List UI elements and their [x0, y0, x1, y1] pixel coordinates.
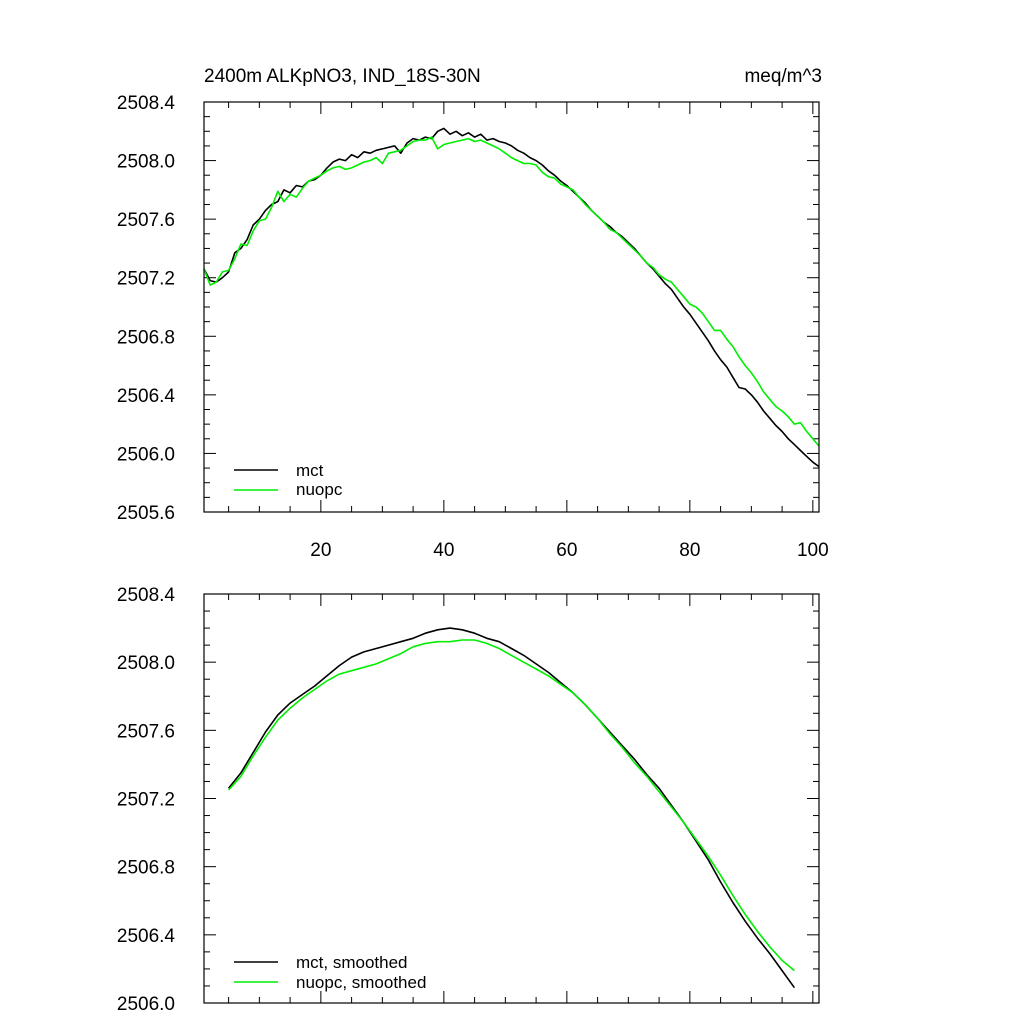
x-tick-label: 20: [310, 540, 331, 561]
top-panel-ticks: 2508.4 2508.0 2507.6 2507.2 2506.8 2506.4 2506…: [117, 93, 829, 561]
y-tick-label: 2505.6: [117, 503, 175, 524]
series-line-mct: [203, 127, 820, 468]
top-panel-legend: mct nuopc: [234, 461, 343, 499]
y-tick-label: 2507.2: [117, 269, 175, 290]
x-tick-label: 40: [433, 540, 454, 561]
y-tick-label: 2506.4: [117, 926, 176, 947]
y-tick-label: 2506.8: [117, 327, 175, 348]
y-tick-label: 2508.4: [117, 93, 176, 114]
bottom-panel: 2508.4 2508.0 2507.6 2507.2 2506.8 2506.4 2506…: [117, 585, 820, 1015]
y-tick-label: 2506.8: [117, 858, 175, 879]
x-tick-label: 60: [556, 540, 577, 561]
y-tick-label: 2506.0: [117, 444, 175, 465]
units-label: meq/m^3: [744, 66, 822, 87]
top-panel-frame: [203, 101, 820, 513]
bottom-panel-ticks: 2508.4 2508.0 2507.6 2507.2 2506.8 2506.4 2506…: [117, 585, 819, 1015]
bottom-panel-frame: [203, 593, 820, 1004]
y-tick-label: 2506.0: [117, 994, 175, 1015]
y-tick-label: 2507.2: [117, 790, 175, 811]
series-line-nuopc: [203, 136, 820, 447]
y-tick-label: 2506.4: [117, 386, 176, 407]
y-tick-label: 2507.6: [117, 210, 175, 231]
y-tick-label: 2508.0: [117, 152, 175, 173]
legend-label-nuopc-smoothed: nuopc, smoothed: [296, 973, 426, 992]
series-line-mct-smoothed: [227, 627, 796, 989]
legend-label-mct-smoothed: mct, smoothed: [296, 953, 408, 972]
y-tick-label: 2507.6: [117, 721, 175, 742]
x-tick-label: 100: [797, 540, 829, 561]
x-tick-label: 80: [679, 540, 700, 561]
y-tick-label: 2508.4: [117, 585, 176, 606]
top-panel-lines: [203, 127, 820, 468]
y-tick-label: 2508.0: [117, 653, 175, 674]
legend-label-nuopc: nuopc: [296, 480, 343, 499]
chart-title: 2400m ALKpNO3, IND_18S-30N: [204, 66, 481, 87]
top-panel: 2400m ALKpNO3, IND_18S-30N meq/m^3 2508.…: [117, 66, 829, 561]
series-line-nuopc-smoothed: [228, 639, 795, 972]
bottom-panel-legend: mct, smoothed nuopc, smoothed: [234, 953, 426, 992]
legend-label-mct: mct: [296, 461, 324, 480]
bottom-panel-lines: [227, 627, 796, 989]
